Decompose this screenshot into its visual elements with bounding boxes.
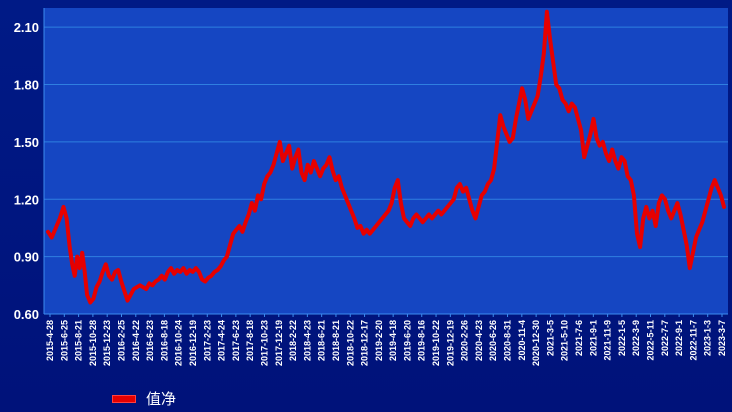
x-tick-label: 2016-10-24 xyxy=(174,320,184,366)
x-tick-label: 2016-12-19 xyxy=(188,320,198,366)
x-tick-label: 2020-6-26 xyxy=(488,320,498,361)
x-tick-label: 2020-11-4 xyxy=(517,320,527,361)
x-tick-label: 2018-8-21 xyxy=(331,320,341,361)
series-line-nav xyxy=(46,9,726,305)
x-tick-label: 2021-3-5 xyxy=(545,320,555,356)
x-tick-label: 2017-2-23 xyxy=(202,320,212,361)
x-tick-label: 2019-2-20 xyxy=(374,320,384,361)
x-tick-label: 2018-12-17 xyxy=(360,320,370,366)
legend-label: 值净 xyxy=(146,390,177,408)
x-tick-label: 2020-8-31 xyxy=(503,320,513,361)
x-tick-label: 2015-4-28 xyxy=(45,320,55,361)
x-tick-label: 2015-12-23 xyxy=(102,320,112,366)
y-tick-label: 1.20 xyxy=(14,192,39,207)
x-tick-label: 2015-8-21 xyxy=(74,320,84,361)
x-tick-label: 2015-6-25 xyxy=(59,320,69,361)
x-tick-label: 2017-12-19 xyxy=(274,320,284,366)
x-tick-label: 2022-1-5 xyxy=(617,320,627,356)
x-tick-label: 2016-6-23 xyxy=(145,320,155,361)
series-lines xyxy=(46,9,726,305)
x-tick-label: 2019-10-22 xyxy=(431,320,441,366)
x-tick-label: 2017-8-18 xyxy=(245,320,255,361)
x-tick-label: 2022-5-11 xyxy=(646,320,656,361)
x-tick-label: 2022-9-1 xyxy=(674,320,684,356)
x-tick-label: 2015-10-28 xyxy=(88,320,98,366)
x-tick-label: 2020-2-26 xyxy=(460,320,470,361)
x-tick-label: 2018-4-23 xyxy=(302,320,312,361)
axes xyxy=(43,8,728,317)
x-tick-label: 2019-6-20 xyxy=(402,320,412,361)
x-tick-label: 2023-3-7 xyxy=(717,320,727,356)
x-tick-label: 2019-12-19 xyxy=(445,320,455,366)
x-tick-label: 2022-3-9 xyxy=(631,320,641,356)
x-tick-label: 2021-5-10 xyxy=(560,320,570,361)
x-tick-label: 2022-11-7 xyxy=(688,320,698,361)
x-tick-label: 2021-11-9 xyxy=(603,320,613,361)
x-tick-label: 2017-10-23 xyxy=(259,320,269,366)
x-tick-label: 2023-1-3 xyxy=(703,320,713,356)
x-tick-label: 2020-4-23 xyxy=(474,320,484,361)
y-tick-label: 0.90 xyxy=(14,250,39,265)
y-tick-label: 1.80 xyxy=(14,78,39,93)
y-tick-label: 2.10 xyxy=(14,20,39,35)
x-tick-label: 2016-8-18 xyxy=(159,320,169,361)
x-tick-label: 2016-4-22 xyxy=(131,320,141,361)
x-tick-label: 2019-4-18 xyxy=(388,320,398,361)
x-tick-label: 2017-6-23 xyxy=(231,320,241,361)
legend-swatch xyxy=(112,394,136,403)
legend: 值净 xyxy=(112,388,176,409)
x-tick-label: 2018-10-22 xyxy=(345,320,355,366)
x-tick-label: 2017-4-24 xyxy=(217,320,227,361)
x-tick-label: 2021-7-6 xyxy=(574,320,584,356)
x-tick-label: 2018-2-22 xyxy=(288,320,298,361)
y-tick-label: 1.50 xyxy=(14,135,39,150)
x-tick-label: 2022-7-7 xyxy=(660,320,670,356)
x-tick-labels: 2015-4-28 2015-6-25 2015-8-21 2015-10-28 201… xyxy=(45,320,727,366)
y-tick-labels: 0.60 0.90 1.20 1.50 1.80 2.10 xyxy=(14,20,39,322)
x-tick-label: 2021-9-1 xyxy=(588,320,598,356)
x-tick-label: 2020-12-30 xyxy=(531,320,541,366)
x-tick-label: 2016-2-25 xyxy=(116,320,126,361)
x-tick-label: 2019-8-16 xyxy=(417,320,427,361)
x-tick-label: 2018-6-21 xyxy=(317,320,327,361)
y-tick-label: 0.60 xyxy=(14,307,39,322)
